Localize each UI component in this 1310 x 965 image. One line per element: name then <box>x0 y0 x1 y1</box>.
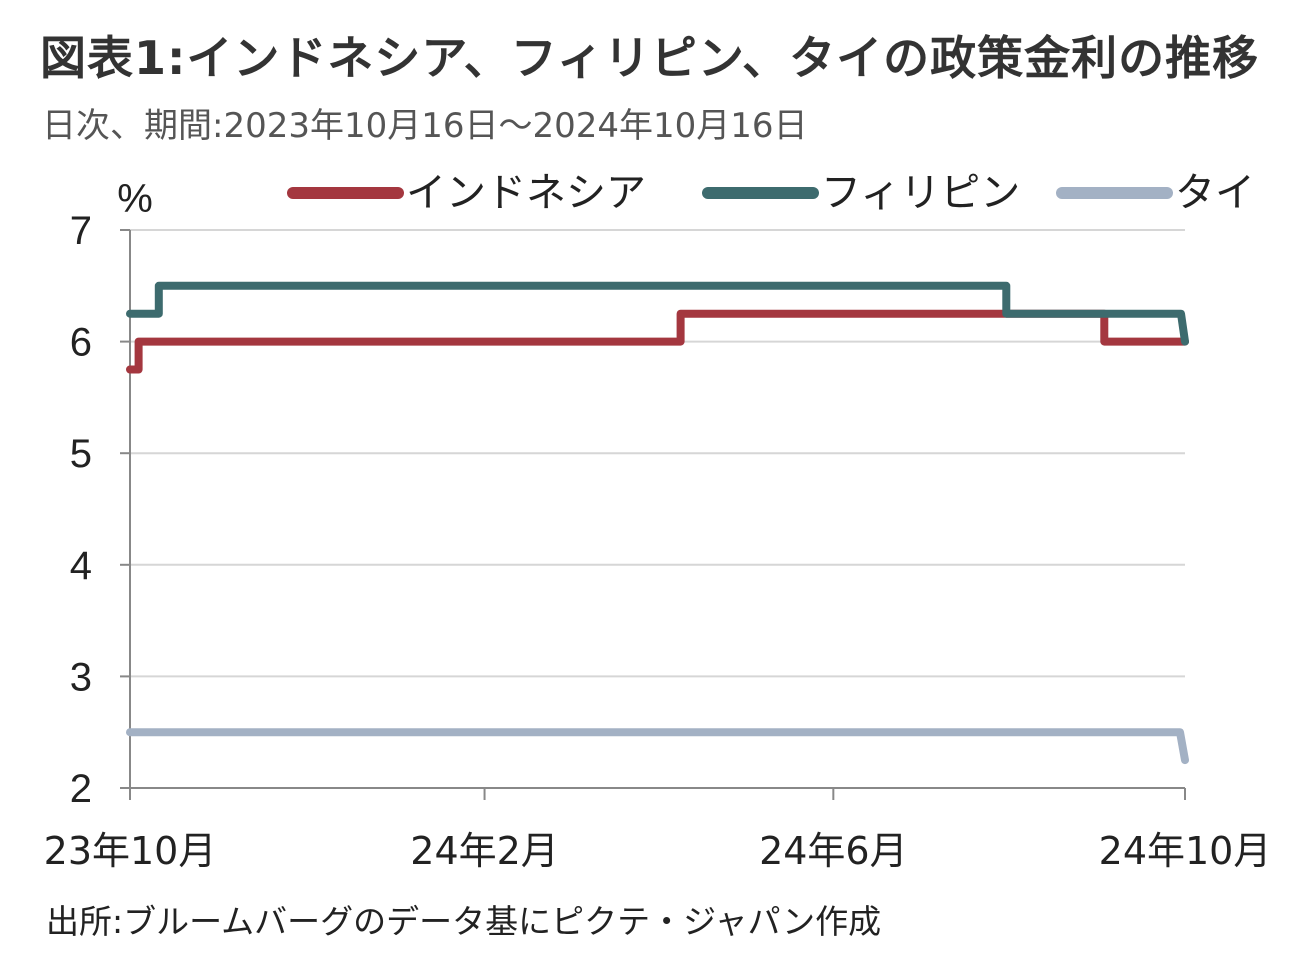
axes <box>129 230 1186 800</box>
series-line-1 <box>126 281 1189 346</box>
x-tick-label-2: 24年6月 <box>759 829 908 873</box>
legend: インドネシア フィリピン タイ <box>287 170 1255 216</box>
x-tick-label-0: 23年10月 <box>44 829 217 873</box>
y-tick-label-7: 7 <box>70 209 92 253</box>
y-tick-label-5: 5 <box>70 432 92 476</box>
y-tick-label-2: 2 <box>70 767 92 811</box>
chart-subtitle: 日次、期間:2023年10月16日～2024年10月16日 <box>42 106 808 146</box>
series-line-2 <box>126 728 1189 765</box>
source-note: 出所:ブルームバーグのデータ基にピクテ・ジャパン作成 <box>46 902 882 941</box>
chart-title: 図表1:インドネシア、フィリピン、タイの政策金利の推移 <box>40 31 1260 85</box>
x-tick-labels: 23年10月 24年2月 24年6月 24年10月 <box>44 829 1272 873</box>
y-tick-label-4: 4 <box>70 544 92 588</box>
y-tick-labels: 7 6 5 4 3 2 <box>70 209 92 811</box>
y-tick-label-3: 3 <box>70 655 92 699</box>
legend-label-2: タイ <box>1175 170 1255 216</box>
x-tick-label-3: 24年10月 <box>1099 829 1272 873</box>
legend-label-1: フィリピン <box>821 170 1020 216</box>
y-axis-unit-label: % <box>117 177 153 221</box>
y-tick-label-6: 6 <box>70 321 92 365</box>
series-line-0 <box>126 309 1189 374</box>
x-tick-label-1: 24年2月 <box>410 829 559 873</box>
series-lines <box>126 281 1189 765</box>
legend-label-0: インドネシア <box>406 170 646 216</box>
